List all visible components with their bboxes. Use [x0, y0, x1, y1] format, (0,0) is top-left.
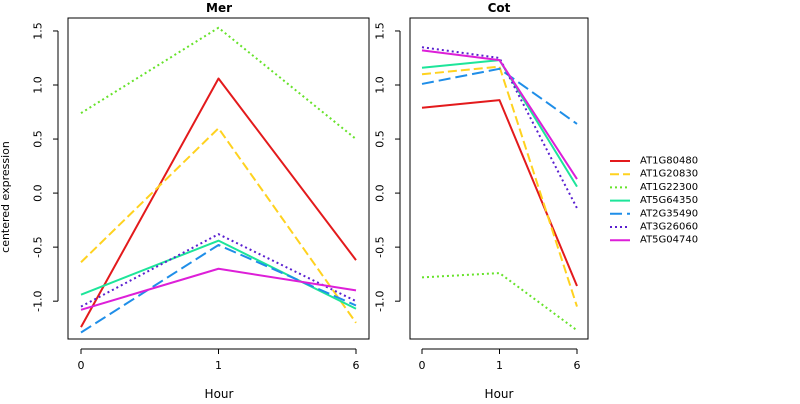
series-line-at1g22300-mer — [80, 26, 357, 140]
series-line-at3g26060-cot — [421, 46, 578, 209]
chart-title-cot: Cot — [488, 1, 511, 15]
y-tick-label-mer: -1.0 — [32, 290, 45, 311]
y-tick-label-cot: -0.5 — [374, 236, 387, 257]
y-tick-label-mer: 0.0 — [32, 184, 45, 202]
panel-mer: -1.0 -0.5 0.0 0.5 1.0 1.5 0 1 6 — [32, 17, 370, 372]
series-line-at5g04740-mer — [80, 267, 357, 311]
y-tick-label-mer: 1.5 — [32, 22, 45, 40]
y-axis-mer: -1.0 -0.5 0.0 0.5 1.0 1.5 — [32, 22, 59, 312]
x-axis-cot: 0 1 6 — [419, 348, 581, 372]
y-tick-label-mer: 0.5 — [32, 130, 45, 148]
legend-label: AT5G64350 — [640, 195, 698, 206]
series-group-cot — [421, 46, 578, 332]
series-line-at1g80480-mer — [80, 77, 357, 328]
x-tick-label-cot: 1 — [496, 359, 503, 372]
y-tick-label-cot: 0.5 — [374, 130, 387, 148]
x-tick-label-mer: 6 — [353, 359, 360, 372]
series-line-at1g22300-cot — [421, 272, 578, 332]
x-axis-mer: 0 1 6 — [78, 348, 360, 372]
series-line-at1g20830-mer — [80, 127, 357, 324]
y-tick-label-cot: 0.0 — [374, 184, 387, 202]
series-line-at1g80480-cot — [421, 99, 578, 287]
legend-item: AT1G20830 — [610, 169, 698, 180]
plot-frame-cot — [409, 17, 589, 340]
x-tick-label-cot: 6 — [574, 359, 581, 372]
plot-frame-mer — [67, 17, 370, 340]
legend-item: AT5G64350 — [610, 195, 698, 206]
y-tick-label-cot: -1.0 — [374, 290, 387, 311]
series-group-mer — [80, 26, 357, 334]
y-tick-label-mer: -0.5 — [32, 236, 45, 257]
panel-cot: -1.0 -0.5 0.0 0.5 1.0 1.5 0 1 6 — [374, 17, 589, 372]
y-tick-label-cot: 1.5 — [374, 22, 387, 40]
legend-item: AT2G35490 — [610, 208, 698, 219]
legend-item: AT5G04740 — [610, 235, 698, 246]
series-line-at3g26060-mer — [80, 233, 357, 308]
series-line-at5g04740-cot — [421, 49, 578, 180]
y-axis-title: centered expression — [0, 141, 12, 253]
legend-label: AT3G26060 — [640, 222, 698, 233]
legend-label: AT2G35490 — [640, 208, 698, 219]
series-line-at2g35490-mer — [80, 243, 357, 334]
legend-item: AT1G22300 — [610, 182, 698, 193]
x-tick-label-mer: 0 — [78, 359, 85, 372]
series-line-at2g35490-cot — [421, 67, 578, 125]
legend-label: AT1G22300 — [640, 182, 698, 193]
y-tick-label-cot: 1.0 — [374, 76, 387, 94]
x-tick-label-cot: 0 — [419, 359, 426, 372]
x-axis-title-cot: Hour — [485, 387, 514, 400]
legend-item: AT1G80480 — [610, 156, 698, 167]
chart-title-mer: Mer — [206, 1, 232, 15]
x-axis-title-mer: Hour — [205, 387, 234, 400]
legend: AT1G80480 AT1G20830 AT1G22300 AT5G64350 AT2G… — [610, 156, 698, 246]
legend-label: AT1G20830 — [640, 169, 698, 180]
legend-label: AT5G04740 — [640, 235, 698, 246]
y-tick-label-mer: 1.0 — [32, 76, 45, 94]
plot-layer: -1.0 -0.5 0.0 0.5 1.0 1.5 0 1 6 -1.0 -0.5 0.0 0.5 1.0… — [32, 17, 589, 372]
legend-item: AT3G26060 — [610, 222, 698, 233]
y-axis-cot: -1.0 -0.5 0.0 0.5 1.0 1.5 — [374, 22, 401, 312]
legend-label: AT1G80480 — [640, 156, 698, 167]
x-tick-label-mer: 1 — [215, 359, 222, 372]
